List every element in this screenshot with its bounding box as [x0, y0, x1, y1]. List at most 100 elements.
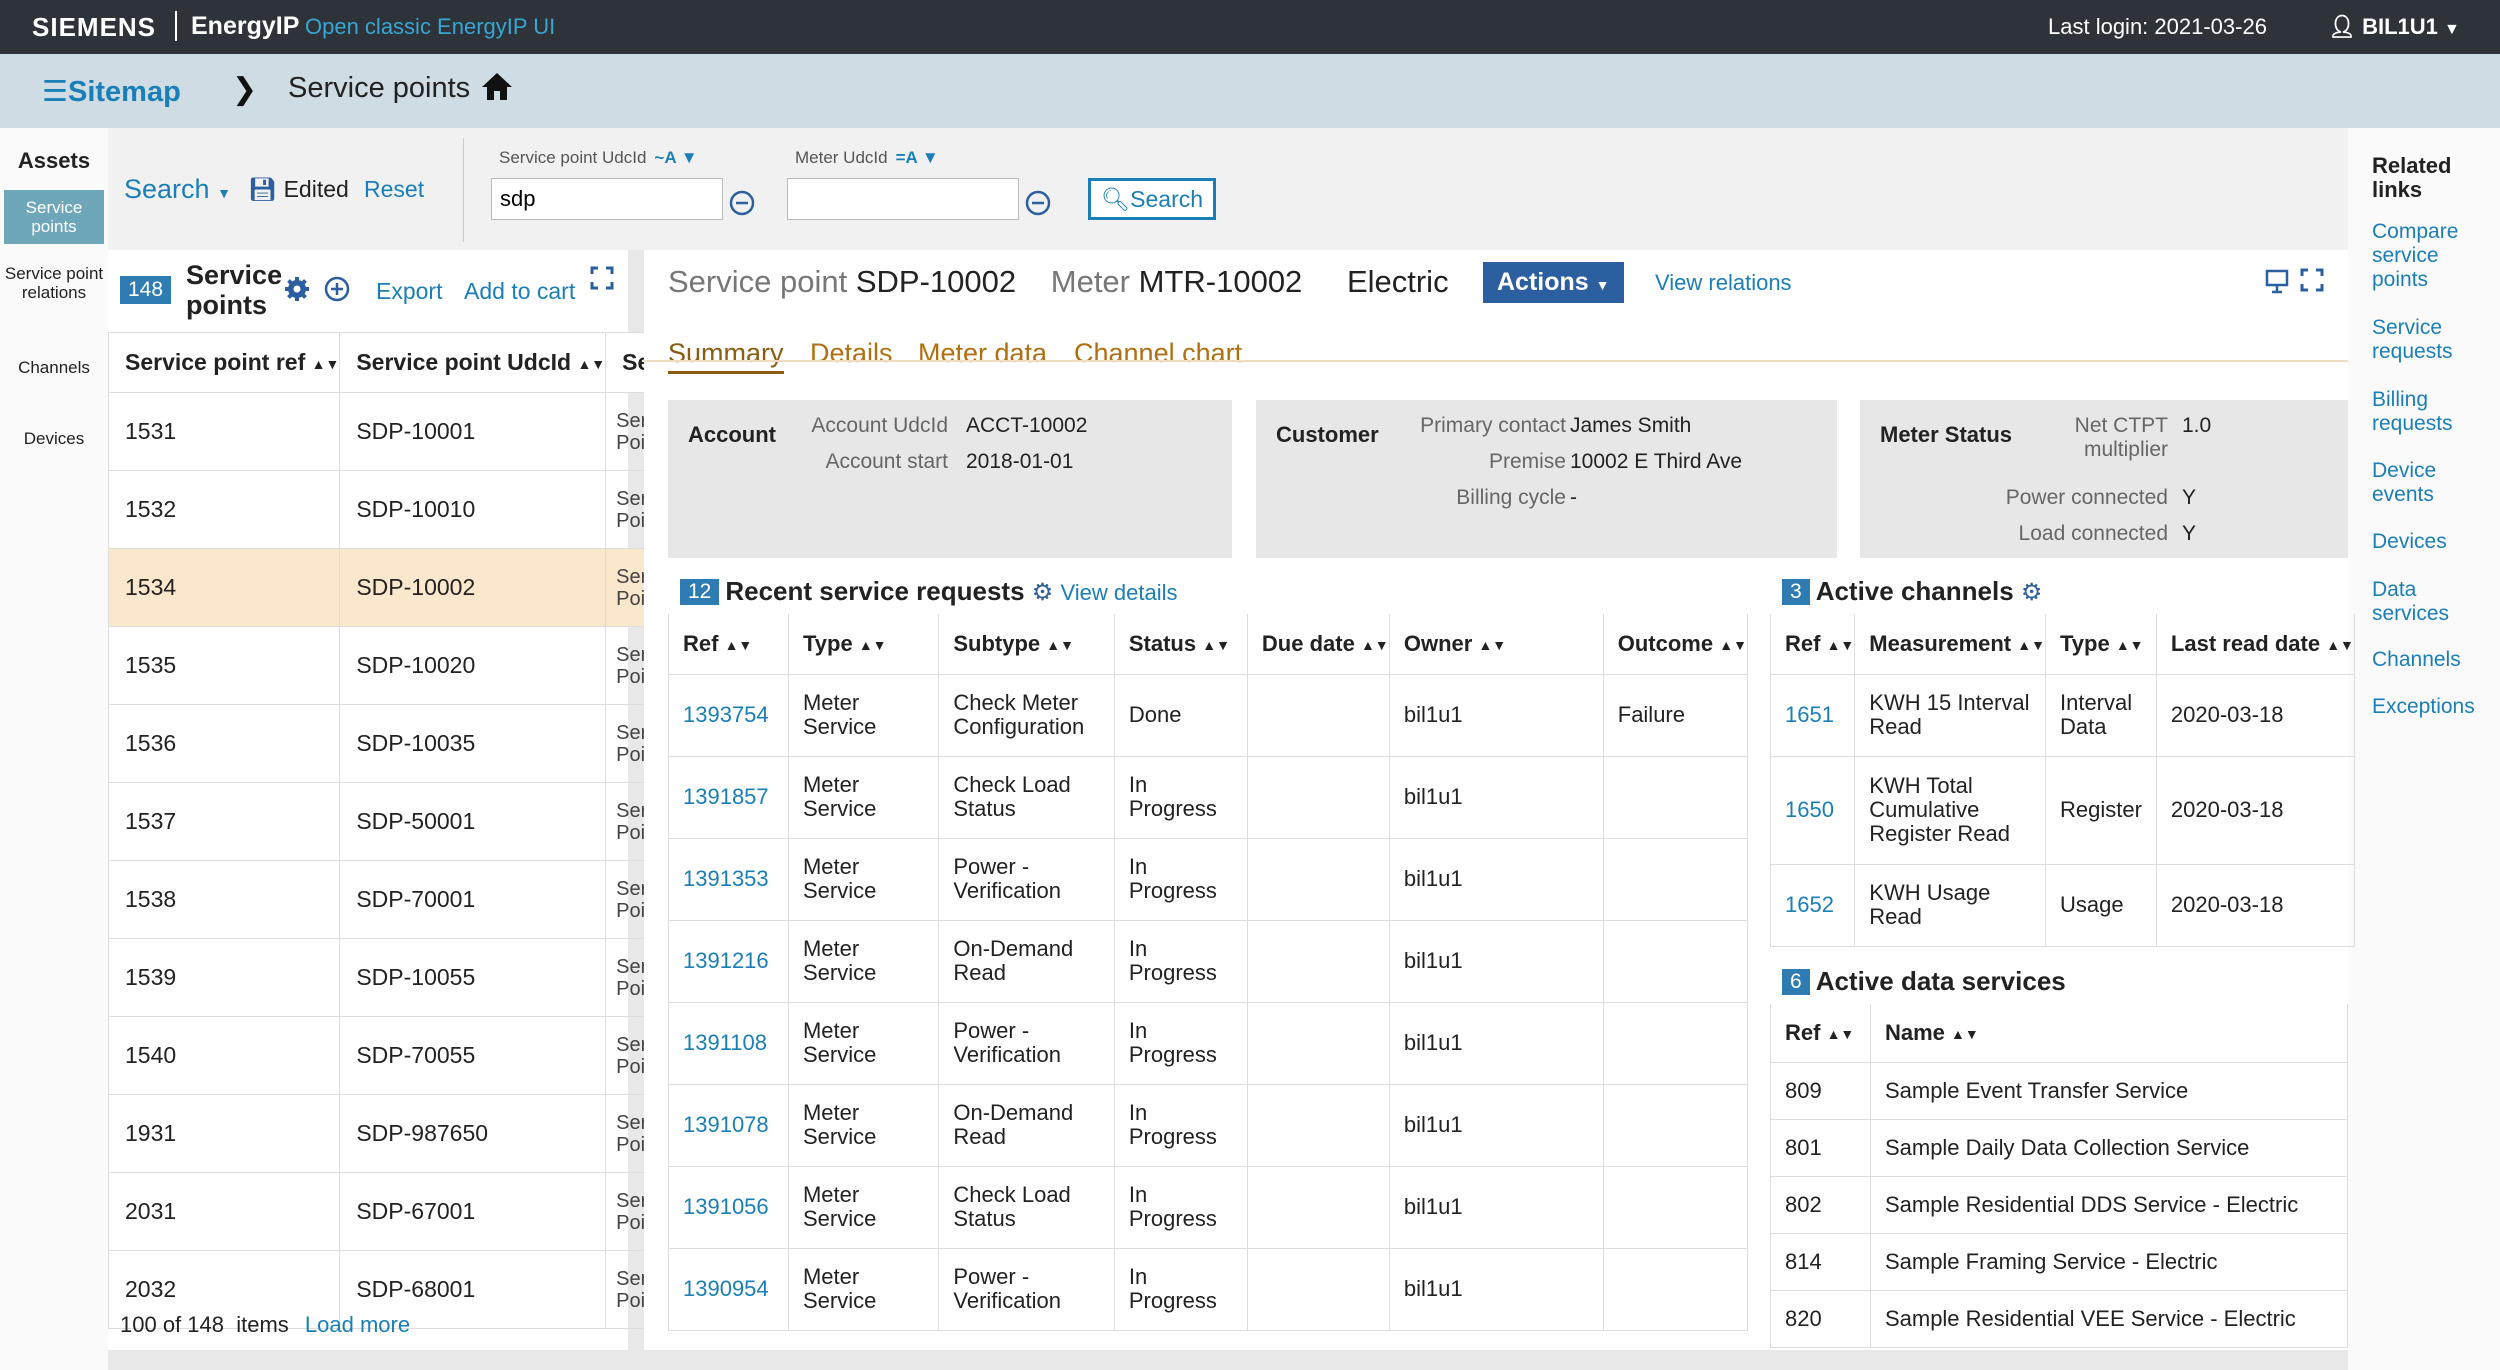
column-header-ref[interactable]: Ref ▲▼: [1770, 1004, 1871, 1063]
service-point-udcid-cell: SDP-10055: [339, 938, 607, 1017]
rail-item-service-points[interactable]: Service points: [4, 190, 104, 244]
channel-ref-link[interactable]: 1651: [1769, 674, 1856, 757]
data-service-name-cell: Sample Daily Data Collection Service: [1870, 1119, 2349, 1177]
reset-button[interactable]: Reset: [364, 176, 425, 202]
column-header-service-point-udcid[interactable]: Service point UdcId ▲▼: [339, 332, 607, 393]
request-ref-link[interactable]: 1391056: [668, 1166, 789, 1249]
request-ref-link[interactable]: 1391108: [668, 1002, 789, 1085]
table-row[interactable]: 1534 SDP-10002 Ser Poi: [107, 548, 661, 627]
view-details-link[interactable]: View details: [1060, 580, 1178, 605]
table-row[interactable]: 1536 SDP-10035 Ser Poi: [107, 704, 661, 783]
remove-field-icon[interactable]: [1025, 190, 1051, 222]
gear-icon[interactable]: ⚙︎: [2020, 579, 2043, 606]
table-row[interactable]: 1537 SDP-50001 Ser Poi: [107, 782, 661, 861]
related-link-device-events[interactable]: Device events: [2372, 459, 2437, 506]
request-type-cell: Meter Service: [788, 1084, 940, 1167]
expand-icon[interactable]: [590, 266, 614, 296]
column-header-type[interactable]: Type ▲▼: [788, 614, 940, 675]
table-row[interactable]: 1540 SDP-70055 Ser Poi: [107, 1016, 661, 1095]
commodity: Electric: [1346, 264, 1449, 299]
tab-summary[interactable]: Summary: [668, 338, 784, 374]
column-header-owner[interactable]: Owner ▲▼: [1389, 614, 1604, 675]
meter-udcid-input[interactable]: [787, 178, 1019, 220]
related-link-data-services[interactable]: Data services: [2372, 578, 2450, 625]
column-header-status[interactable]: Status ▲▼: [1114, 614, 1248, 675]
column-header-last-read-date[interactable]: Last read date ▲▼: [2156, 614, 2355, 675]
sort-icon: ▲▼: [1046, 636, 1075, 653]
home-icon[interactable]: [480, 70, 514, 108]
request-status-cell: Done: [1114, 674, 1248, 757]
request-type-cell: Meter Service: [788, 756, 940, 839]
column-header-ref[interactable]: Ref ▲▼: [1769, 614, 1856, 675]
sitemap-button[interactable]: ☰Sitemap: [42, 74, 181, 109]
sort-icon: ▲▼: [1360, 636, 1389, 653]
request-ref-link[interactable]: 1390954: [668, 1248, 789, 1331]
request-ref-link[interactable]: 1391216: [668, 920, 789, 1003]
table-row[interactable]: 1535 SDP-10020 Ser Poi: [107, 626, 661, 705]
request-ref-link[interactable]: 1391353: [668, 838, 789, 921]
request-status-cell: In Progress: [1114, 920, 1248, 1003]
save-icon: 💾︎: [248, 176, 278, 202]
table-row[interactable]: 1531 SDP-10001 Ser Poi: [107, 392, 661, 471]
column-header-outcome[interactable]: Outcome ▲▼: [1603, 614, 1749, 675]
search-button[interactable]: 🔍︎Search: [1088, 178, 1216, 220]
operator-selector[interactable]: =A ▼: [895, 148, 939, 167]
channel-ref-link[interactable]: 1652: [1769, 864, 1856, 947]
type-cell-text: Ser Poi: [616, 643, 647, 688]
table-row[interactable]: 1931 SDP-987650 Ser Poi: [107, 1094, 661, 1173]
edited-indicator[interactable]: 💾︎ Edited: [248, 176, 349, 203]
add-circle-icon[interactable]: [324, 276, 350, 308]
request-ref-link[interactable]: 1393754: [668, 674, 789, 757]
rail-item-service-point-relations[interactable]: Service point relations: [4, 264, 104, 302]
user-menu[interactable]: 👤︎ BIL1U1 ▼: [2328, 14, 2460, 40]
export-button[interactable]: Export: [376, 278, 443, 304]
table-row[interactable]: 2031 SDP-67001 Ser Poi: [107, 1172, 661, 1251]
table-row[interactable]: 1539 SDP-10055 Ser Poi: [107, 938, 661, 1017]
column-header-ref[interactable]: Ref ▲▼: [668, 614, 789, 675]
rail-item-devices[interactable]: Devices: [23, 429, 85, 448]
rail-item-channels[interactable]: Channels: [18, 358, 90, 377]
view-relations-link[interactable]: View relations: [1655, 270, 1792, 295]
related-link-compare-service-points[interactable]: Compare service points: [2372, 220, 2459, 291]
count-badge: 6: [1782, 969, 1810, 995]
service-point-ref-cell: 2032: [107, 1250, 341, 1329]
column-header-measurement[interactable]: Measurement ▲▼: [1854, 614, 2046, 675]
actions-dropdown[interactable]: Actions ▼: [1483, 262, 1624, 303]
related-link-billing-requests[interactable]: Billing requests: [2372, 388, 2453, 435]
tab-details[interactable]: Details: [810, 338, 893, 368]
user-name: BIL1U1: [2362, 14, 2438, 39]
related-link-channels[interactable]: Channels: [2372, 648, 2461, 671]
request-ref-link[interactable]: 1391857: [668, 756, 789, 839]
channel-ref-link[interactable]: 1650: [1769, 756, 1856, 865]
column-header-subtype[interactable]: Subtype ▲▼: [938, 614, 1115, 675]
column-header-type[interactable]: Type ▲▼: [2045, 614, 2157, 675]
presentation-icon[interactable]: [2264, 268, 2290, 300]
related-link-exceptions[interactable]: Exceptions: [2372, 695, 2475, 718]
expand-icon[interactable]: [2300, 268, 2324, 298]
sort-icon: ▲▼: [1202, 636, 1230, 653]
chevron-down-icon: ▼: [1595, 277, 1610, 293]
load-more-link[interactable]: Load more: [304, 1312, 411, 1337]
service-point-udcid-input[interactable]: [491, 178, 723, 220]
column-header-service-point-ref[interactable]: Service point ref ▲▼: [107, 332, 341, 393]
add-to-cart-button[interactable]: Add to cart: [464, 278, 576, 304]
operator-selector[interactable]: ~A ▼: [654, 148, 698, 167]
request-ref-link[interactable]: 1391078: [668, 1084, 789, 1167]
related-link-service-requests[interactable]: Service requests: [2372, 316, 2453, 363]
column-header-name[interactable]: Name ▲▼: [1870, 1004, 2349, 1063]
search-menu[interactable]: Search ▼: [124, 174, 231, 205]
related-link-devices[interactable]: Devices: [2372, 530, 2447, 553]
field-label-text: Service point UdcId: [499, 148, 647, 167]
request-owner-cell: bil1u1: [1389, 838, 1604, 921]
service-point-ref-cell: 1538: [107, 860, 341, 939]
tab-meter-data[interactable]: Meter data: [918, 338, 1048, 368]
tab-channel-chart[interactable]: Channel chart: [1074, 338, 1243, 368]
remove-field-icon[interactable]: [729, 190, 755, 222]
gear-icon[interactable]: [284, 276, 310, 308]
open-classic-ui-link[interactable]: Open classic EnergyIP UI: [305, 14, 556, 39]
gear-icon[interactable]: ⚙︎: [1031, 579, 1054, 606]
chevron-down-icon: ▼: [217, 185, 231, 201]
table-row[interactable]: 1538 SDP-70001 Ser Poi: [107, 860, 661, 939]
column-header-due-date[interactable]: Due date ▲▼: [1247, 614, 1390, 675]
table-row[interactable]: 1532 SDP-10010 Ser Poi: [107, 470, 661, 549]
